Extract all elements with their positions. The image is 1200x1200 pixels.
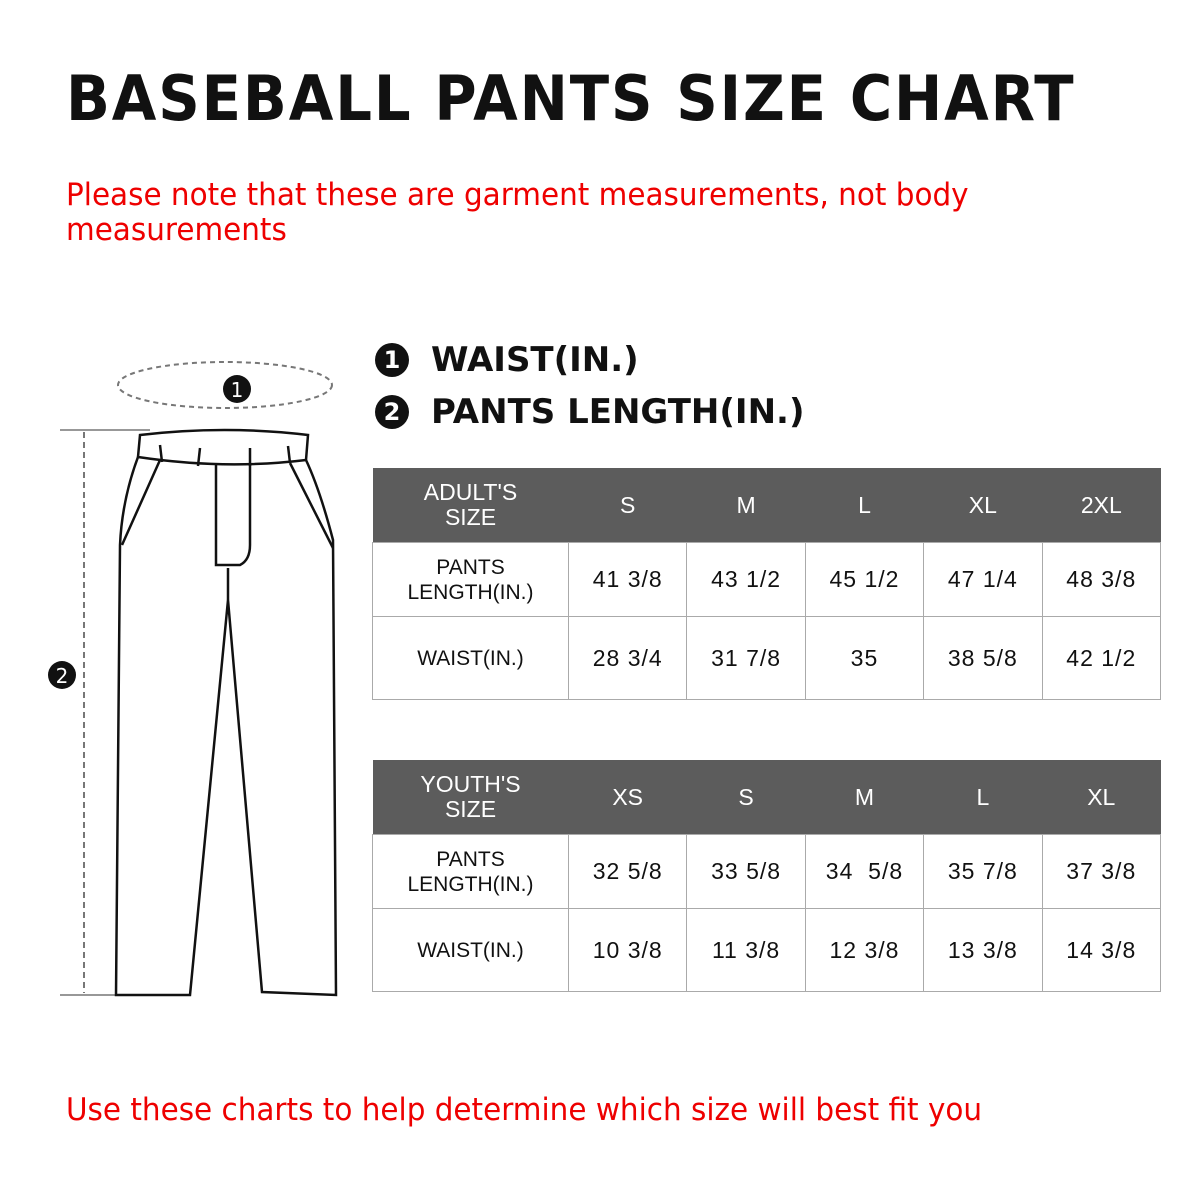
header-cell: ADULT'S SIZE xyxy=(372,468,569,543)
header-cell: S xyxy=(686,760,806,835)
waist-measure-ellipse xyxy=(117,361,333,409)
table-cell: 43 1/2 xyxy=(686,542,806,617)
legend-waist: 1 WAIST(IN.) xyxy=(375,340,639,380)
table-cell: 34 5/8 xyxy=(804,834,925,909)
youth-size-table: YOUTH'S SIZE XS S M L XL PANTS LENGTH(IN… xyxy=(372,760,1162,992)
garment-note: Please note that these are garment measu… xyxy=(66,177,969,248)
length-marker-text: 2 xyxy=(56,664,69,688)
legend-waist-label: WAIST(IN.) xyxy=(431,340,639,380)
table-cell: 32 5/8 xyxy=(567,834,688,909)
table-cell: 35 7/8 xyxy=(923,834,1043,909)
row-label: PANTS LENGTH(IN.) xyxy=(372,542,569,617)
header-cell: M xyxy=(805,760,924,835)
page-title: BASEBALL PANTS SIZE CHART xyxy=(66,62,1076,135)
table-row: PANTS LENGTH(IN.) 32 5/8 33 5/8 34 5/8 3… xyxy=(372,834,1162,909)
table-cell: 41 3/8 xyxy=(567,542,688,617)
header-cell: M xyxy=(686,468,806,543)
waist-marker-text: 1 xyxy=(231,378,244,402)
table-cell: 11 3/8 xyxy=(686,908,806,992)
table-cell: 10 3/8 xyxy=(567,908,688,992)
table-cell: 33 5/8 xyxy=(686,834,806,909)
table-cell: 42 1/2 xyxy=(1041,616,1162,700)
table-row: WAIST(IN.) 28 3/4 31 7/8 35 38 5/8 42 1/… xyxy=(372,616,1162,700)
header-cell: L xyxy=(923,760,1043,835)
table-header-row: YOUTH'S SIZE XS S M L XL xyxy=(372,760,1161,835)
waist-marker-icon xyxy=(223,375,251,403)
marker-1-icon: 1 xyxy=(375,343,409,377)
table-cell: 13 3/8 xyxy=(923,908,1043,992)
header-cell: 2XL xyxy=(1042,468,1161,543)
table-cell: 35 xyxy=(804,616,925,700)
header-cell: XL xyxy=(1042,760,1161,835)
header-cell: XL xyxy=(923,468,1043,543)
header-cell: XS xyxy=(568,760,687,835)
legend-length: 2 PANTS LENGTH(IN.) xyxy=(375,392,805,432)
header-cell: YOUTH'S SIZE xyxy=(372,760,569,835)
table-cell: 14 3/8 xyxy=(1041,908,1162,992)
table-cell: 48 3/8 xyxy=(1041,542,1162,617)
table-header-row: ADULT'S SIZE S M L XL 2XL xyxy=(372,468,1161,543)
marker-2-icon: 2 xyxy=(375,395,409,429)
table-cell: 28 3/4 xyxy=(567,616,688,700)
row-label: WAIST(IN.) xyxy=(372,616,569,700)
table-cell: 38 5/8 xyxy=(923,616,1043,700)
pants-outline xyxy=(114,428,338,997)
table-cell: 31 7/8 xyxy=(686,616,806,700)
row-label: PANTS LENGTH(IN.) xyxy=(372,834,569,909)
header-cell: L xyxy=(805,468,924,543)
table-cell: 37 3/8 xyxy=(1041,834,1162,909)
table-row: PANTS LENGTH(IN.) 41 3/8 43 1/2 45 1/2 4… xyxy=(372,542,1162,617)
table-row: WAIST(IN.) 10 3/8 11 3/8 12 3/8 13 3/8 1… xyxy=(372,908,1162,992)
row-label: WAIST(IN.) xyxy=(372,908,569,992)
table-cell: 45 1/2 xyxy=(804,542,925,617)
pants-diagram: 1 2 xyxy=(48,361,338,997)
table-cell: 12 3/8 xyxy=(804,908,925,992)
header-cell: S xyxy=(568,468,687,543)
length-marker-icon xyxy=(48,661,76,689)
legend-length-label: PANTS LENGTH(IN.) xyxy=(431,392,805,432)
adult-size-table: ADULT'S SIZE S M L XL 2XL PANTS LENGTH(I… xyxy=(372,468,1162,700)
footer-note: Use these charts to help determine which… xyxy=(66,1092,983,1128)
table-cell: 47 1/4 xyxy=(923,542,1043,617)
